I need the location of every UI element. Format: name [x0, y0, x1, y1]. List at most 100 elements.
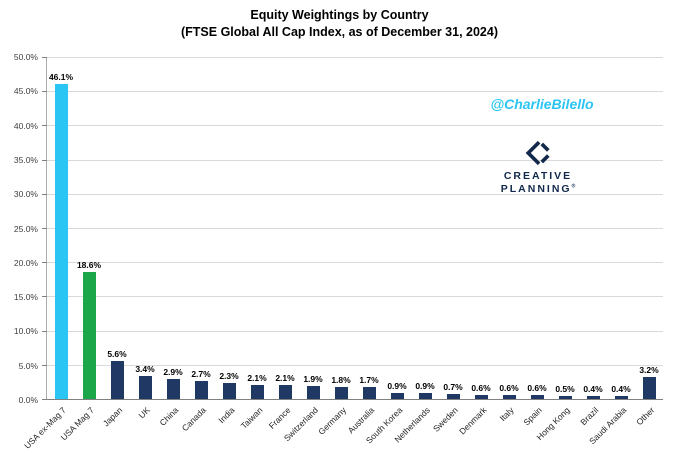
- bar-slot: 2.7% Canada: [180, 57, 215, 434]
- x-axis-label: Taiwan: [238, 405, 265, 431]
- bar-slot: 2.1% France: [266, 57, 299, 431]
- bar: [194, 380, 208, 399]
- x-axis-label: Brazil: [577, 405, 601, 428]
- brand-logo: CREATIVE PLANNING®: [478, 140, 598, 195]
- bar: [222, 383, 236, 399]
- brand-name-line2: PLANNING®: [478, 183, 598, 195]
- bar-slot: 0.4% Brazil: [578, 57, 607, 427]
- bar-slot: 18.6% USA Mag 7: [59, 57, 103, 443]
- bar-value-label: 0.9%: [387, 380, 407, 391]
- bar-value-label: 1.9%: [303, 374, 323, 385]
- x-axis-label: USA ex-Mag 7: [22, 405, 69, 451]
- bar-slot: 2.9% China: [157, 57, 187, 428]
- bar-value-label: 2.1%: [247, 372, 267, 383]
- bar: [614, 396, 628, 399]
- registered-mark: ®: [571, 183, 576, 190]
- bar-slot: 1.8% Germany: [316, 57, 355, 437]
- bar-value-label: 0.4%: [611, 384, 631, 395]
- bar: [474, 394, 488, 399]
- bar: [586, 396, 600, 399]
- bar: [110, 360, 124, 399]
- y-tick-label: 5.0%: [18, 360, 38, 371]
- bar-slot: 3.2% Other: [634, 57, 663, 427]
- brand-name-line1: CREATIVE: [503, 170, 573, 182]
- bar-slot: 46.1% USA ex-Mag 7: [22, 57, 75, 451]
- x-axis-label: India: [215, 405, 237, 426]
- x-axis-label: Denmark: [456, 405, 489, 437]
- bar: [54, 83, 68, 399]
- y-tick-label: 40.0%: [13, 120, 38, 131]
- bar-value-label: 2.1%: [275, 372, 295, 383]
- x-axis-label: China: [157, 405, 181, 428]
- bar-slot: 0.6% Italy: [495, 57, 523, 423]
- bar-value-label: 0.5%: [555, 383, 575, 394]
- bar-value-label: 3.4%: [135, 363, 155, 374]
- bar: [502, 394, 516, 399]
- bar: [278, 384, 292, 399]
- bar-value-label: 2.7%: [191, 368, 211, 379]
- brand-name-line2-text: PLANNING: [500, 183, 572, 195]
- bar-value-label: 18.6%: [76, 259, 102, 270]
- x-axis-label: Other: [633, 405, 657, 428]
- y-tick-label: 50.0%: [13, 52, 38, 62]
- bar: [642, 377, 656, 399]
- bar: [530, 394, 544, 399]
- bar-value-label: 0.6%: [527, 382, 547, 393]
- x-axis-label: France: [266, 405, 293, 431]
- bar: [82, 271, 96, 399]
- creative-planning-logo-icon: [478, 140, 598, 166]
- bars: 46.1% USA ex-Mag 7 18.6% USA Mag 7 5.6% Japan…: [22, 57, 663, 451]
- bar: [446, 394, 460, 399]
- chart-title: Equity Weightings by Country (FTSE Globa…: [0, 7, 679, 41]
- bar-slot: 2.1% Taiwan: [238, 57, 271, 431]
- bar: [138, 375, 152, 399]
- chart-title-line2: (FTSE Global All Cap Index, as of Decemb…: [181, 24, 498, 39]
- bar-slot: 1.7% Australia: [346, 57, 383, 435]
- y-tick-label: 35.0%: [13, 154, 38, 165]
- y-tick-label: 0.0%: [18, 395, 38, 405]
- bar: [306, 386, 320, 399]
- bar-value-label: 3.2%: [639, 365, 659, 376]
- bar-value-label: 0.4%: [583, 384, 603, 395]
- bar-value-label: 46.1%: [48, 71, 74, 82]
- bar: [250, 384, 264, 399]
- x-axis-label: Japan: [100, 405, 125, 429]
- bar: [334, 386, 348, 399]
- bar: [362, 387, 376, 399]
- y-tick-label: 20.0%: [13, 257, 38, 268]
- bar-slot: 0.6% Denmark: [457, 57, 495, 437]
- bar-value-label: 5.6%: [107, 348, 127, 359]
- y-axis-labels: 50.0% 45.0% 40.0% 35.0% 30.0% 25.0% 20.0% 15.0%…: [0, 52, 38, 405]
- bar-value-label: 2.3%: [219, 371, 239, 382]
- watermark: @CharlieBilello: [490, 96, 594, 112]
- x-axis-label: Sweden: [431, 405, 461, 434]
- y-tick-label: 25.0%: [13, 223, 38, 234]
- bar-value-label: 2.9%: [163, 367, 183, 378]
- bar-value-label: 1.8%: [331, 374, 351, 385]
- bar-slot: 0.5% Hong Kong: [535, 57, 579, 443]
- x-axis-label: Germany: [316, 405, 349, 437]
- bar: [558, 395, 572, 399]
- bar-value-label: 0.6%: [471, 382, 491, 393]
- bar-value-label: 1.7%: [359, 375, 379, 386]
- x-axis-label: Canada: [179, 405, 209, 434]
- y-axis-tick: [42, 399, 47, 400]
- bar-value-label: 0.9%: [415, 380, 435, 391]
- x-axis-label: Spain: [521, 405, 545, 428]
- bar-value-label: 0.7%: [443, 382, 463, 393]
- y-tick-label: 15.0%: [13, 292, 38, 303]
- bar: [418, 392, 432, 399]
- bar-slot: 0.9% Netherlands: [393, 57, 439, 445]
- bar-slot: 3.4% UK: [131, 57, 159, 421]
- bar-slot: 5.6% Japan: [101, 57, 131, 429]
- chart-title-line1: Equity Weightings by Country: [250, 8, 429, 22]
- bar-slot: 0.4% Saudi Arabia: [587, 57, 635, 446]
- bar-slot: 0.9% South Korea: [364, 57, 411, 446]
- bar-slot: 1.9% Switzerland: [282, 57, 327, 443]
- bar: [166, 379, 180, 399]
- y-tick-label: 45.0%: [13, 86, 38, 97]
- bar: [390, 392, 404, 399]
- y-tick-label: 10.0%: [13, 326, 38, 337]
- bar-slot: 0.7% Sweden: [431, 57, 467, 434]
- bar-value-label: 0.6%: [499, 382, 519, 393]
